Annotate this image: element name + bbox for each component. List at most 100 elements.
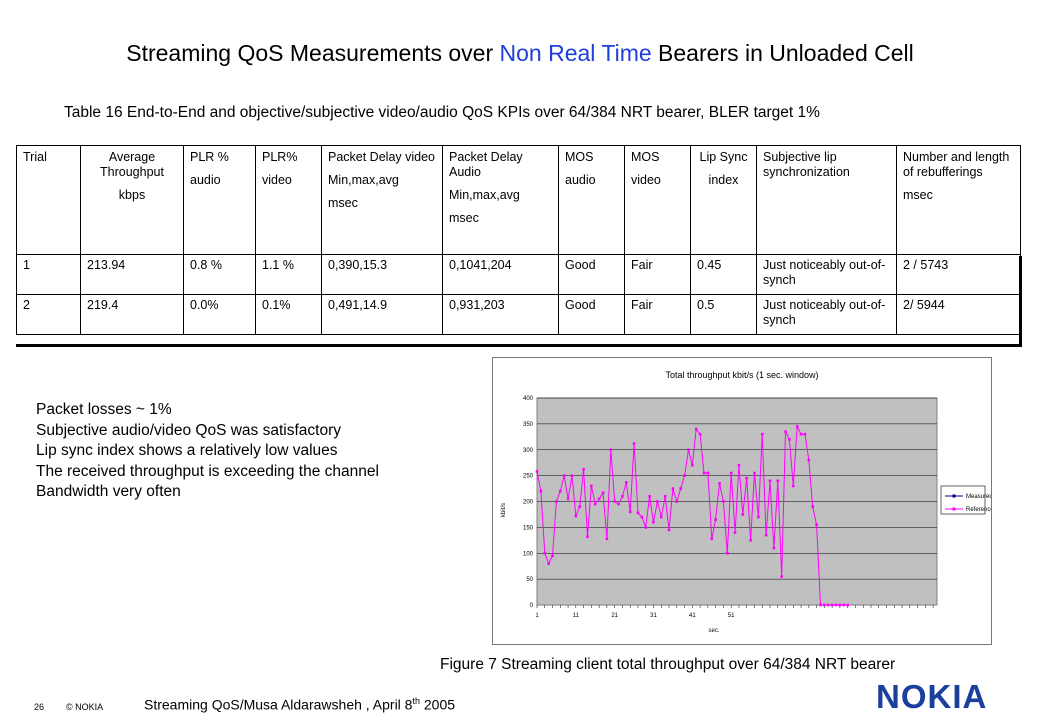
data-point [617, 502, 620, 506]
data-point [559, 489, 562, 493]
data-point [838, 603, 842, 607]
header-mos-video: MOS video [624, 145, 691, 255]
cell-plr-audio: 0.8 % [183, 254, 256, 295]
nokia-logo: NOKIA [876, 678, 988, 715]
footer-author-date: Streaming QoS/Musa Aldarawsheh , April 8 [144, 696, 413, 713]
data-point [613, 500, 616, 503]
chart-title: Total throughput kbit/s (1 sec. window) [665, 370, 818, 380]
list-item: Lip sync index shows a relatively low va… [36, 442, 338, 459]
cell-packet-delay-audio: 0,931,203 [442, 294, 559, 335]
header-average-throughput: Average Throughput kbps [80, 145, 184, 255]
cell-trial: 2 [16, 294, 81, 335]
cell-lip-sync: 0.5 [690, 294, 757, 335]
data-point [659, 515, 663, 519]
y-tick-label: 300 [523, 448, 534, 454]
data-point [648, 495, 651, 498]
header-mos-audio: MOS audio [558, 145, 625, 255]
data-point [784, 430, 787, 433]
copyright: © NOKIA [66, 702, 104, 712]
cell-plr-audio: 0.0% [183, 294, 256, 335]
data-point [702, 471, 706, 475]
cell-average-throughput: 213.94 [80, 254, 184, 295]
header-plr-video: PLR% video [255, 145, 322, 255]
cell-subjective-lip-sync: Just noticeably out-of-synch [756, 294, 897, 335]
data-point [601, 491, 605, 495]
data-point [826, 603, 830, 607]
observations-list: Packet losses ~ 1% Subjective audio/vide… [36, 400, 379, 503]
y-tick-label: 0 [530, 603, 534, 609]
data-point [764, 533, 768, 537]
cell-subjective-lip-sync: Just noticeably out-of-synch [756, 254, 897, 295]
cell-plr-video: 1.1 % [255, 254, 322, 295]
data-point [815, 523, 818, 527]
cell-mos-audio: Good [558, 254, 625, 295]
data-point [555, 500, 558, 503]
data-point [830, 603, 834, 607]
figure-caption: Figure 7 Streaming client total throughp… [440, 656, 896, 673]
data-point [718, 482, 721, 485]
data-point [842, 603, 846, 607]
legend-entry: Reference [966, 507, 991, 513]
slide-title: Streaming QoS Measurements over Non Real… [0, 40, 1040, 67]
footer-text: Streaming QoS/Musa Aldarawsheh , April 8… [144, 696, 455, 713]
legend-marker [952, 494, 956, 498]
data-point [539, 489, 543, 493]
data-point [749, 539, 752, 542]
cell-trial: 1 [16, 254, 81, 295]
kpi-table: Trial Average Throughput kbps PLR % audio … [16, 145, 1021, 335]
title-post: Bearers in Unloaded Cell [651, 40, 914, 66]
data-point [543, 551, 547, 555]
title-highlight: Non Real Time [499, 40, 652, 66]
data-point [636, 511, 640, 515]
y-tick-label: 250 [523, 474, 534, 480]
data-point [725, 551, 729, 555]
y-tick-label: 50 [526, 577, 533, 583]
y-tick-label: 200 [523, 500, 534, 506]
throughput-chart-svg: Total throughput kbit/s (1 sec. window) … [501, 370, 994, 634]
data-point [834, 603, 838, 607]
list-item: The received throughput is exceeding the… [36, 462, 379, 480]
data-point [706, 471, 710, 475]
data-point [679, 487, 682, 490]
cell-rebufferings: 2/ 5944 [896, 294, 1021, 335]
data-point [628, 510, 632, 514]
data-point [593, 502, 597, 506]
footer-date-suffix: th [412, 696, 420, 706]
data-point [609, 448, 613, 452]
x-tick-label: 41 [689, 613, 696, 619]
data-point [582, 468, 585, 471]
data-point [547, 562, 550, 565]
data-point [741, 513, 745, 516]
cell-lip-sync: 0.45 [690, 254, 757, 295]
data-point [562, 474, 566, 477]
data-point [663, 495, 667, 498]
title-pre: Streaming QoS Measurements over [126, 40, 500, 66]
y-tick-label: 100 [523, 551, 534, 557]
data-point [710, 537, 714, 541]
data-point [644, 526, 648, 529]
y-tick-label: 350 [523, 422, 534, 428]
legend-marker [952, 507, 956, 511]
data-point [799, 432, 803, 436]
cell-mos-audio: Good [558, 294, 625, 335]
data-point [733, 531, 737, 534]
cell-mos-video: Fair [624, 254, 691, 295]
cell-packet-delay-audio: 0,1041,204 [442, 254, 559, 295]
data-point [687, 448, 690, 452]
data-point [586, 535, 589, 538]
table-row: 1 213.94 0.8 % 1.1 % 0,390,15.3 0,1041,2… [16, 254, 1021, 295]
data-point [551, 554, 554, 558]
throughput-chart: Total throughput kbit/s (1 sec. window) … [492, 357, 994, 645]
data-point [760, 432, 764, 436]
x-tick-label: 31 [650, 613, 657, 619]
data-point [795, 425, 799, 428]
data-point [621, 495, 624, 498]
data-point [597, 497, 601, 501]
data-point [714, 518, 717, 521]
header-trial: Trial [16, 145, 81, 255]
data-point [574, 514, 578, 518]
data-point [691, 463, 694, 467]
cell-packet-delay-video: 0,491,14.9 [321, 294, 443, 335]
page-number: 26 [34, 702, 45, 712]
data-point [792, 484, 795, 488]
